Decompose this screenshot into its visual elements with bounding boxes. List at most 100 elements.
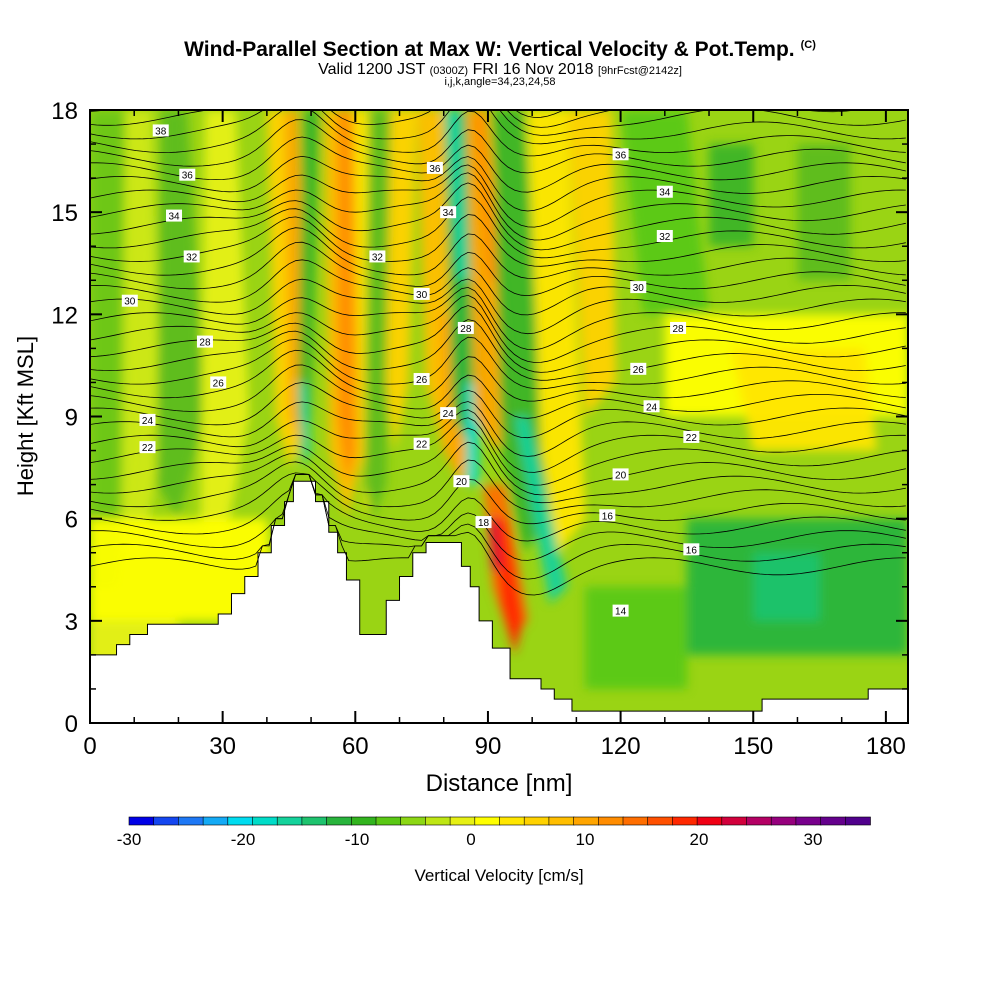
theta-label: 36: [179, 168, 196, 182]
y-tick-label: 3: [65, 609, 78, 636]
theta-label-text: 30: [416, 290, 428, 301]
x-tick-label: 150: [733, 733, 773, 760]
theta-label-bg: [630, 362, 647, 375]
theta-label-bg: [670, 321, 687, 334]
theta-label-text: 36: [429, 164, 441, 175]
field-streak: [492, 518, 524, 655]
theta-contour: [90, 196, 906, 259]
theta-label: 26: [630, 362, 647, 376]
theta-label-bg: [440, 407, 457, 420]
theta-label-bg: [683, 430, 700, 443]
theta-contour: [90, 364, 906, 419]
theta-label-bg: [210, 376, 227, 389]
colorbar-tick-label: -30: [117, 830, 142, 849]
colorbar-swatch: [844, 816, 871, 826]
colorbar-swatch: [548, 816, 575, 826]
theta-label-bg: [612, 604, 629, 617]
theta-label: 32: [369, 250, 386, 263]
y-tick-label: 0: [65, 711, 78, 738]
colorbar-swatch: [202, 816, 229, 826]
theta-label: 22: [139, 441, 156, 454]
theta-contour: [90, 259, 906, 316]
theta-contour: [90, 278, 906, 335]
theta-contour: [90, 472, 906, 525]
theta-contours: [90, 110, 906, 596]
theta-label-text: 34: [659, 188, 671, 199]
y-tick-label: 9: [65, 405, 78, 432]
colorbar-swatch: [252, 816, 279, 826]
theta-contour: [90, 182, 906, 251]
theta-contour: [90, 459, 906, 512]
x-axis-label: Distance [nm]: [426, 770, 573, 797]
x-tick-label: 120: [601, 733, 641, 760]
theta-contour: [90, 172, 906, 241]
theta-label-bg: [413, 437, 430, 450]
colorbar-tick-label: 0: [466, 830, 475, 849]
theta-label-bg: [413, 373, 430, 386]
colorbar-swatch: [301, 816, 328, 826]
theta-label-text: 24: [142, 416, 154, 427]
colorbar-label: Vertical Velocity [cm/s]: [414, 866, 583, 885]
theta-label-bg: [612, 468, 629, 481]
theta-label: 32: [183, 250, 200, 263]
theta-label: 36: [426, 161, 443, 175]
theta-label: 16: [683, 543, 700, 556]
theta-label-bg: [121, 294, 138, 307]
theta-contour: [90, 286, 906, 351]
colorbar-swatch: [622, 816, 649, 826]
colorbar-swatch: [449, 816, 476, 826]
theta-label-text: 22: [142, 443, 154, 454]
theta-label: 34: [166, 209, 183, 223]
theta-label: 24: [643, 400, 660, 413]
theta-contour: [90, 305, 906, 373]
theta-contour: [90, 473, 906, 561]
theta-label-bg: [599, 509, 616, 522]
theta-label: 20: [612, 468, 629, 481]
field-streak: [386, 110, 418, 451]
theta-label-text: 22: [416, 440, 428, 451]
theta-label-bg: [166, 209, 183, 222]
theta-label-bg: [440, 206, 457, 219]
valid-utc: (0300Z): [429, 65, 469, 77]
field-streak: [364, 110, 391, 519]
theta-label-text: 34: [443, 208, 455, 219]
field-streak: [443, 110, 471, 281]
theta-contour: [90, 349, 906, 402]
theta-contour: [90, 441, 906, 504]
theta-label: 28: [670, 321, 687, 335]
colorbar-swatch: [696, 816, 723, 826]
colorbar-swatch: [746, 816, 773, 826]
x-tick-label: 60: [342, 733, 369, 760]
theta-label-bg: [453, 475, 470, 488]
colorbar-tick-label: -20: [231, 830, 256, 849]
theta-contour: [514, 110, 565, 118]
theta-label: 30: [630, 281, 647, 294]
theta-contour: [90, 427, 906, 496]
colorbar-swatch: [597, 816, 624, 826]
theta-label: 14: [612, 604, 629, 618]
colorbar-swatch: [178, 816, 204, 826]
chart-indices: i,j,k,angle=34,23,24,58: [444, 76, 556, 88]
theta-label-text: 38: [155, 126, 167, 137]
field-streak: [585, 586, 687, 689]
theta-contour: [90, 110, 906, 145]
theta-label-text: 28: [199, 338, 211, 349]
theta-label: 26: [413, 373, 430, 386]
colorbar-swatch: [770, 816, 797, 826]
theta-label-text: 16: [686, 545, 698, 556]
field-streak: [297, 382, 312, 468]
field-streak: [797, 144, 851, 281]
theta-label: 18: [475, 516, 492, 529]
theta-label: 24: [139, 413, 156, 427]
x-tick-label: 0: [83, 733, 96, 760]
theta-label: 24: [440, 407, 457, 420]
x-tick-label: 30: [209, 733, 236, 760]
theta-label: 32: [656, 230, 673, 243]
theta-label-text: 26: [213, 378, 225, 389]
theta-contour: [90, 473, 906, 542]
theta-label: 38: [152, 124, 169, 137]
theta-contour: [90, 110, 906, 157]
theta-label-text: 32: [186, 252, 198, 263]
theta-label-text: 36: [182, 171, 194, 182]
theta-contour: [90, 227, 906, 279]
